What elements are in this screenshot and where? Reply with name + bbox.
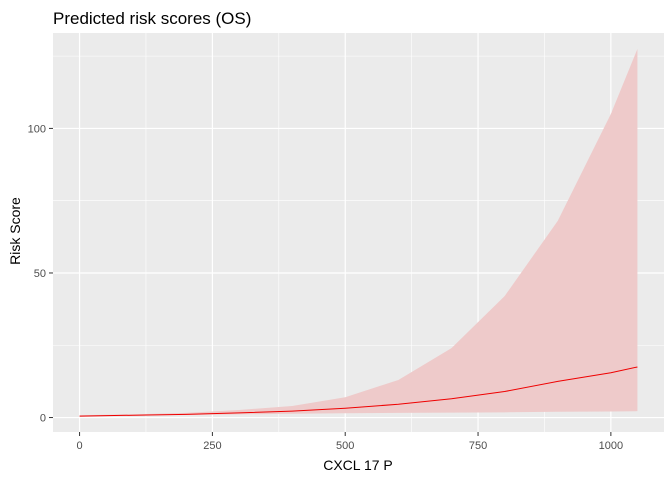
y-tick-label: 0 — [40, 413, 46, 425]
axes: 0 250 500 750 1000 0 50 100 — [28, 123, 623, 452]
y-tick-label: 50 — [34, 268, 46, 280]
y-axis-title: Risk Score — [7, 197, 23, 265]
x-tick-label: 1000 — [599, 440, 623, 452]
chart-title: Predicted risk scores (OS) — [53, 9, 251, 28]
confidence-band — [79, 48, 638, 417]
x-tick-label: 750 — [469, 440, 487, 452]
x-tick-label: 250 — [203, 440, 221, 452]
x-tick-label: 0 — [77, 440, 83, 452]
confidence-ribbon-layer — [79, 48, 638, 417]
x-tick-label: 500 — [336, 440, 354, 452]
y-tick-label: 100 — [28, 123, 46, 135]
risk-line-layer — [79, 366, 638, 417]
x-axis-title: CXCL 17 P — [323, 457, 393, 473]
risk-score-line — [79, 366, 638, 417]
